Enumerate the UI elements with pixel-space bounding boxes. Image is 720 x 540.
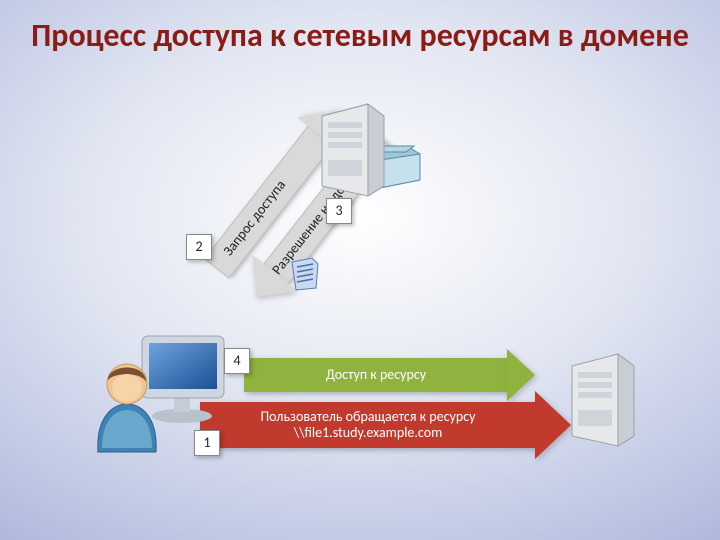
step-badge-1-label: 1 [203, 434, 210, 451]
page-title: Процесс доступа к сетевым ресурсам в дом… [0, 18, 720, 55]
step-badge-3-label: 3 [335, 202, 342, 219]
domain-controller-icon [310, 102, 396, 198]
user-icon [88, 352, 166, 460]
step-badge-2: 2 [186, 234, 212, 260]
file-server-icon [560, 352, 646, 448]
step-badge-1: 1 [194, 430, 220, 456]
step-badge-4: 4 [224, 348, 250, 374]
arrow-user-request: Пользователь обращается к ресурсу\\file1… [200, 402, 571, 448]
step-badge-2-label: 2 [195, 238, 202, 255]
arrow-access-resource: Доступ к ресурсу [244, 358, 535, 392]
arrow-access-resource-label: Доступ к ресурсу [326, 367, 426, 383]
step-badge-3: 3 [326, 198, 352, 224]
title-text: Процесс доступа к сетевым ресурсам в дом… [31, 16, 689, 55]
step-badge-4-label: 4 [233, 352, 240, 369]
kerberos-ticket-icon [290, 256, 320, 292]
arrow-user-request-label: Пользователь обращается к ресурсу\\file1… [260, 409, 475, 441]
